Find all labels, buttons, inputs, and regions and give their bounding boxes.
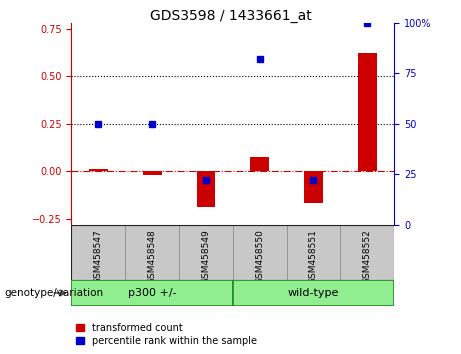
Legend: transformed count, percentile rank within the sample: transformed count, percentile rank withi… — [77, 323, 257, 346]
Bar — [196, 171, 215, 207]
Bar — [71, 280, 233, 306]
Text: genotype/variation: genotype/variation — [5, 288, 104, 298]
Bar — [233, 225, 287, 280]
Text: GSM458549: GSM458549 — [201, 229, 210, 284]
Bar — [250, 157, 269, 171]
Text: GDS3598 / 1433661_at: GDS3598 / 1433661_at — [150, 9, 311, 23]
Bar — [89, 169, 108, 171]
Bar — [179, 225, 233, 280]
Bar — [143, 171, 161, 175]
Text: GSM458551: GSM458551 — [309, 229, 318, 284]
Text: GSM458548: GSM458548 — [148, 229, 157, 284]
Bar — [358, 53, 377, 171]
Bar — [125, 225, 179, 280]
Text: GSM458547: GSM458547 — [94, 229, 103, 284]
Bar — [304, 171, 323, 203]
Text: p300 +/-: p300 +/- — [128, 288, 177, 298]
Bar — [233, 280, 394, 306]
Bar — [71, 225, 125, 280]
Bar — [287, 225, 340, 280]
Text: GSM458552: GSM458552 — [363, 229, 372, 284]
Text: wild-type: wild-type — [288, 288, 339, 298]
Bar — [340, 225, 394, 280]
Text: GSM458550: GSM458550 — [255, 229, 264, 284]
